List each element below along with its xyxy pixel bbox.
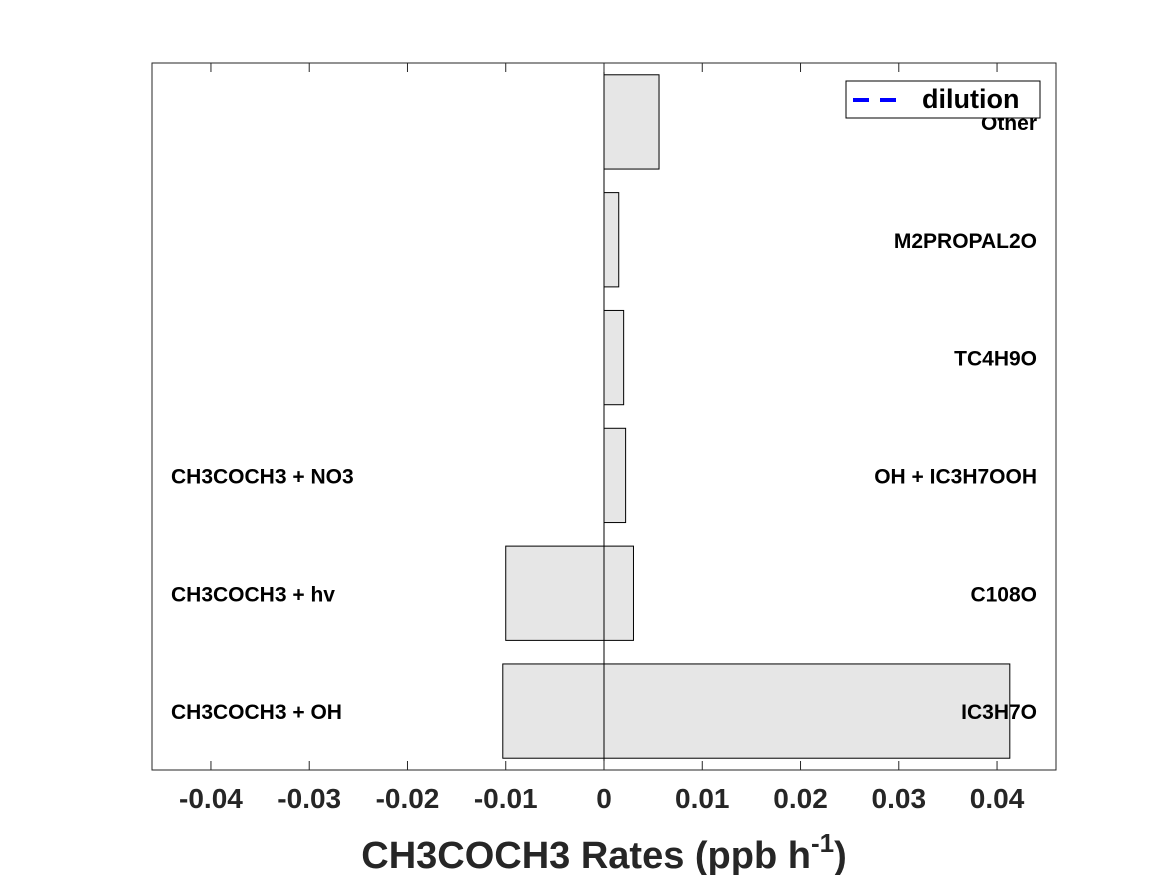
loss-label-5: CH3COCH3 + OH bbox=[171, 701, 342, 724]
x-tick-label-1: -0.03 bbox=[277, 783, 341, 814]
production-bar-5 bbox=[603, 663, 1011, 759]
loss-label-4: CH3COCH3 + hv bbox=[171, 583, 335, 606]
production-label-1: M2PROPAL2O bbox=[894, 230, 1037, 253]
x-axis-label: CH3COCH3 Rates (ppb h-1) bbox=[361, 828, 847, 875]
x-tick-label-3: -0.01 bbox=[474, 783, 538, 814]
loss-bar-4 bbox=[505, 545, 605, 641]
production-bar-3 bbox=[603, 427, 627, 524]
production-label-4: C108O bbox=[970, 583, 1037, 606]
production-bar-1 bbox=[603, 192, 620, 288]
x-tick-label-7: 0.03 bbox=[872, 783, 927, 814]
x-axis-label-superscript: -1 bbox=[811, 828, 834, 858]
loss-bar-5 bbox=[502, 663, 605, 759]
production-bar-0 bbox=[603, 74, 660, 170]
x-tick-label-4: 0 bbox=[596, 783, 612, 814]
production-label-2: TC4H9O bbox=[954, 348, 1037, 371]
x-tick-labels-group: -0.04 -0.03 -0.02 -0.01 0 0.01 0.02 0.03 0.04 bbox=[179, 783, 1025, 814]
production-label-5: IC3H7O bbox=[961, 701, 1037, 724]
x-axis-label-main: CH3COCH3 Rates (ppb h bbox=[361, 835, 811, 875]
legend-box bbox=[845, 80, 1041, 119]
x-axis-label-close: ) bbox=[834, 835, 847, 875]
x-tick-label-5: 0.01 bbox=[675, 783, 730, 814]
x-ticks-group bbox=[210, 63, 998, 770]
bars-group bbox=[502, 74, 1011, 759]
legend: dilution bbox=[845, 80, 1041, 119]
x-tick-label-2: -0.02 bbox=[376, 783, 440, 814]
production-bar-4 bbox=[603, 545, 634, 641]
x-tick-label-6: 0.02 bbox=[773, 783, 828, 814]
x-tick-label-0: -0.04 bbox=[179, 783, 243, 814]
production-bar-2 bbox=[603, 309, 625, 406]
legend-dilution-label: dilution bbox=[922, 84, 1019, 114]
loss-label-3: CH3COCH3 + NO3 bbox=[171, 465, 354, 488]
production-label-3: OH + IC3H7OOH bbox=[874, 465, 1037, 488]
x-tick-label-8: 0.04 bbox=[970, 783, 1025, 814]
